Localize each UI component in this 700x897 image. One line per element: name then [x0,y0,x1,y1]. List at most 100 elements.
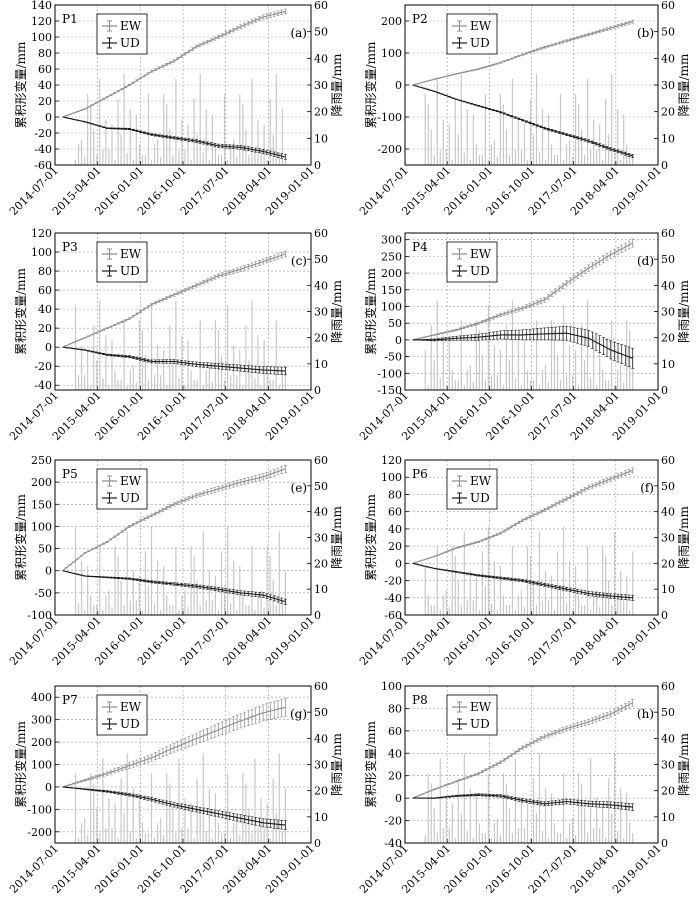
rain-tick-label: 20 [314,106,328,119]
rain-tick-label: 0 [661,159,668,172]
y-tick-label: 150 [31,498,52,511]
legend-label: EW [470,247,492,261]
rain-tick-label: 20 [661,106,675,119]
plot-frame [54,232,312,391]
series-ew [62,698,287,788]
rain-tick-label: 60 [661,680,675,693]
y-tick-label: -50 [384,351,402,364]
y-tick-label: -100 [377,367,402,380]
rain-tick-label: 30 [661,759,675,772]
panel-letter: (c) [291,254,307,268]
right-axis-label: 降雨量/mm [677,53,691,116]
legend: EW UD [96,468,148,510]
rain-tick-label: 0 [661,384,668,397]
legend: EW UD [446,468,498,510]
rain-tick-label: 20 [661,785,675,798]
rain-tick-label: 40 [661,732,675,745]
y-tick-label: 150 [381,284,402,297]
series-line [412,332,633,359]
y-tick-label: 250 [31,454,52,467]
rain-tick-label: 40 [661,279,675,292]
legend: EW UD [446,694,498,736]
series-ud [412,84,635,158]
rain-tick-label: 50 [314,253,328,266]
y-tick-label: -20 [384,575,402,588]
panel-title: P7 [62,693,78,707]
y-tick-label: 100 [31,759,52,772]
right-axis-label: 降雨量/mm [330,505,344,568]
y-tick-label: 120 [381,454,402,467]
legend-label: UD [120,264,140,278]
plot-frame [54,4,312,166]
series-ew [412,699,635,799]
series-ud [62,570,287,605]
right-axis-label: 降雨量/mm [677,279,691,342]
y-tick-label: -40 [34,143,52,156]
y-tick-label: 20 [388,540,402,553]
rain-tick-label: 30 [314,306,328,319]
rain-tick-label: 60 [314,680,328,693]
rain-tick-label: 20 [661,557,675,570]
rain-tick-label: 30 [314,79,328,92]
panel-title: P6 [412,467,428,481]
right-axis-label: 降雨量/mm [677,732,691,795]
rain-tick-label: 20 [314,557,328,570]
panel-title: P8 [412,693,428,707]
rain-tick-label: 40 [314,732,328,745]
left-axis-label: 累积形变量/mm [13,41,28,128]
y-tick-label: 200 [381,15,402,28]
legend-box [446,13,498,55]
panel-letter: (d) [637,254,654,268]
y-tick-label: 200 [381,267,402,280]
legend-box [96,468,148,510]
rain-tick-label: 0 [314,609,321,622]
series-line [62,786,286,826]
rain-tick-label: 0 [661,837,668,850]
plot-frame [404,4,659,166]
legend-label: EW [120,247,142,261]
y-tick-label: 80 [388,488,402,501]
series-ew [62,8,287,118]
rain-tick-label: 10 [314,811,328,824]
rain-tick-label: 30 [661,306,675,319]
rain-tick-label: 30 [661,79,675,92]
y-tick-label: 120 [31,227,52,240]
y-tick-label: 40 [388,747,402,760]
panel-p1: 2014-07-012015-04-012016-01-012016-10-01… [7,0,344,218]
panel-letter: (a) [290,26,307,40]
panel-letter: (b) [637,26,654,40]
y-tick-label: -40 [34,379,52,392]
series-line [412,242,633,341]
y-tick-label: -100 [377,111,402,124]
plot-frame [404,685,659,844]
y-tick-label: 20 [38,95,52,108]
legend-label: UD [470,491,490,505]
left-axis-label: 累积形变量/mm [13,720,28,807]
y-tick-label: -60 [384,609,402,622]
panel-p2: 2014-07-012015-04-012016-01-012016-10-01… [357,0,691,218]
y-tick-label: 200 [31,476,52,489]
panel-p4: 2014-07-012015-04-012016-01-012016-10-01… [357,227,691,443]
y-tick-label: 60 [38,284,52,297]
rain-tick-label: 10 [661,132,675,145]
y-tick-label: 0 [45,781,52,794]
legend-label: UD [470,36,490,50]
panel-title: P4 [412,240,428,254]
series-line [412,469,633,564]
y-tick-label: 0 [45,111,52,124]
rain-bars [74,73,286,165]
right-axis-label: 降雨量/mm [330,279,344,342]
panel-title: P5 [62,467,78,481]
rain-bars [74,300,286,390]
series-ew [412,467,635,564]
y-tick-label: 0 [395,792,402,805]
y-tick-label: 250 [381,250,402,263]
y-tick-label: -60 [34,159,52,172]
series-ud [412,793,635,811]
legend-label: UD [470,264,490,278]
y-tick-label: 100 [31,246,52,259]
legend-label: EW [470,700,492,714]
legend-label: UD [120,717,140,731]
legend-box [446,241,498,283]
y-tick-label: 100 [381,471,402,484]
